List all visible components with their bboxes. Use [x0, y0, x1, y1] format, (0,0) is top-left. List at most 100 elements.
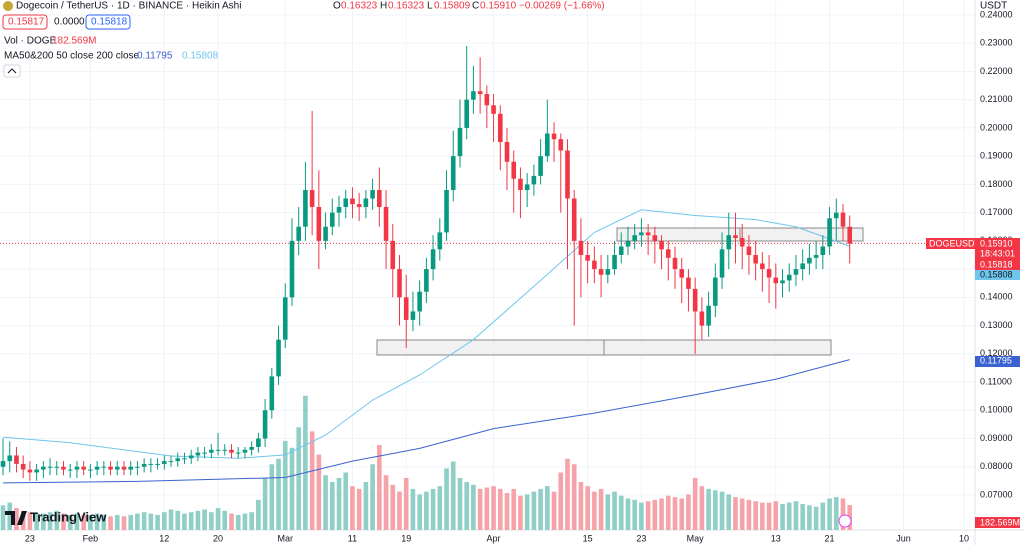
- volume-bar: [377, 445, 382, 530]
- alert-icon[interactable]: [838, 514, 852, 528]
- volume-bar: [565, 458, 570, 530]
- volume-bar: [477, 488, 483, 530]
- candle-body: [229, 449, 234, 453]
- buy-price[interactable]: 0.15818: [91, 17, 128, 28]
- volume-bar: [370, 464, 375, 530]
- volume-bar: [417, 494, 422, 530]
- candle-body: [686, 277, 691, 289]
- y-tick-label: 0.10000: [980, 405, 1013, 415]
- volume-bar: [491, 486, 496, 530]
- volume-bar: [242, 513, 248, 530]
- volume-bar: [47, 512, 53, 530]
- candle-body: [464, 99, 469, 128]
- y-tick-label: 0.09000: [980, 433, 1013, 443]
- y-tick-label: 0.20000: [980, 122, 1013, 132]
- volume-bar: [329, 482, 335, 530]
- volume-bar: [760, 502, 765, 530]
- buy-button[interactable]: [85, 14, 131, 30]
- h-label: H: [380, 1, 387, 12]
- candle-body: [114, 466, 120, 470]
- candle-body: [155, 463, 160, 465]
- candle-body: [20, 463, 26, 470]
- ma-label: MA50&200 50 close 200 close: [4, 51, 140, 62]
- collapse-button[interactable]: [3, 64, 21, 78]
- volume-bar: [484, 487, 490, 530]
- candle-body: [67, 469, 73, 471]
- volume-bar: [390, 484, 396, 530]
- volume-bar: [457, 477, 463, 530]
- candle-body: [786, 274, 792, 281]
- volume-bar: [54, 510, 60, 530]
- volume-bar: [545, 486, 550, 530]
- candle-body: [209, 449, 214, 453]
- bid-price: 0.15818: [980, 259, 1013, 269]
- volume-bar: [336, 477, 342, 530]
- volume-bar: [726, 494, 732, 530]
- symbol-title: Dogecoin / TetherUS · 1D · BINANCE · Hei…: [16, 1, 241, 12]
- y-tick-label: 0.19000: [980, 151, 1013, 161]
- volume-bar: [585, 486, 590, 530]
- candle-body: [800, 263, 805, 270]
- candle-body: [141, 463, 147, 467]
- candle-body: [840, 212, 846, 227]
- candle-body: [551, 133, 557, 140]
- volume-bar: [753, 501, 758, 530]
- volume-bar: [739, 498, 745, 530]
- volume-bar: [403, 477, 409, 530]
- candle-body: [679, 269, 685, 278]
- o-label: O: [333, 1, 341, 12]
- volume-bar: [665, 495, 671, 530]
- candle-body: [262, 410, 268, 439]
- volume-bar: [504, 493, 510, 530]
- candle-body: [410, 311, 416, 320]
- volume-bar: [222, 510, 228, 530]
- candle-body: [323, 226, 328, 241]
- ma50-value: 0.15808: [182, 51, 219, 62]
- candle-body: [430, 249, 436, 270]
- candle-body: [511, 161, 517, 179]
- candle-body: [7, 455, 13, 462]
- x-tick-label: 10: [959, 533, 969, 543]
- candle-body: [202, 452, 207, 454]
- candle-body: [699, 311, 705, 326]
- candle-body: [820, 246, 826, 255]
- candle-body: [652, 235, 658, 241]
- y-tick-label: 0.22000: [980, 66, 1013, 76]
- candle-body: [746, 246, 752, 255]
- volume-bar: [323, 475, 328, 530]
- candle-body: [807, 257, 812, 264]
- volume-bar: [215, 508, 221, 530]
- volume-bar: [141, 512, 147, 530]
- volume-bar: [706, 488, 711, 530]
- volume-bar: [195, 510, 201, 530]
- candle-body: [242, 449, 248, 453]
- candle-body: [343, 198, 349, 207]
- symbol-badge: [926, 238, 975, 249]
- volume-bar: [262, 477, 268, 530]
- volume-bar: [625, 498, 631, 530]
- candle-body: [27, 469, 33, 473]
- volume-bar: [282, 440, 288, 530]
- sell-button[interactable]: [2, 14, 48, 30]
- ma50-badge: [975, 270, 1020, 280]
- volume-bar: [188, 512, 194, 530]
- volume-bar: [61, 513, 66, 530]
- volume-bar: [531, 491, 537, 530]
- ma200-badge: [975, 356, 1020, 367]
- candle-body: [491, 105, 496, 114]
- volume-bar: [746, 499, 752, 530]
- volume-bar: [551, 491, 557, 530]
- vol-badge-text: 182.569M: [980, 517, 1020, 527]
- volume-bar: [558, 472, 564, 530]
- volume-bar: [833, 497, 839, 530]
- volume-bar: [114, 514, 120, 530]
- l-value: 0.15809: [434, 1, 471, 12]
- volume-bar: [34, 513, 39, 530]
- vol-badge: [975, 517, 1020, 528]
- sell-price[interactable]: 0.15817: [8, 17, 45, 28]
- candle-body: [417, 291, 422, 312]
- candle-body: [424, 269, 429, 292]
- candle-body: [780, 280, 785, 284]
- volume-bar: [578, 482, 584, 530]
- candle-body: [276, 339, 281, 377]
